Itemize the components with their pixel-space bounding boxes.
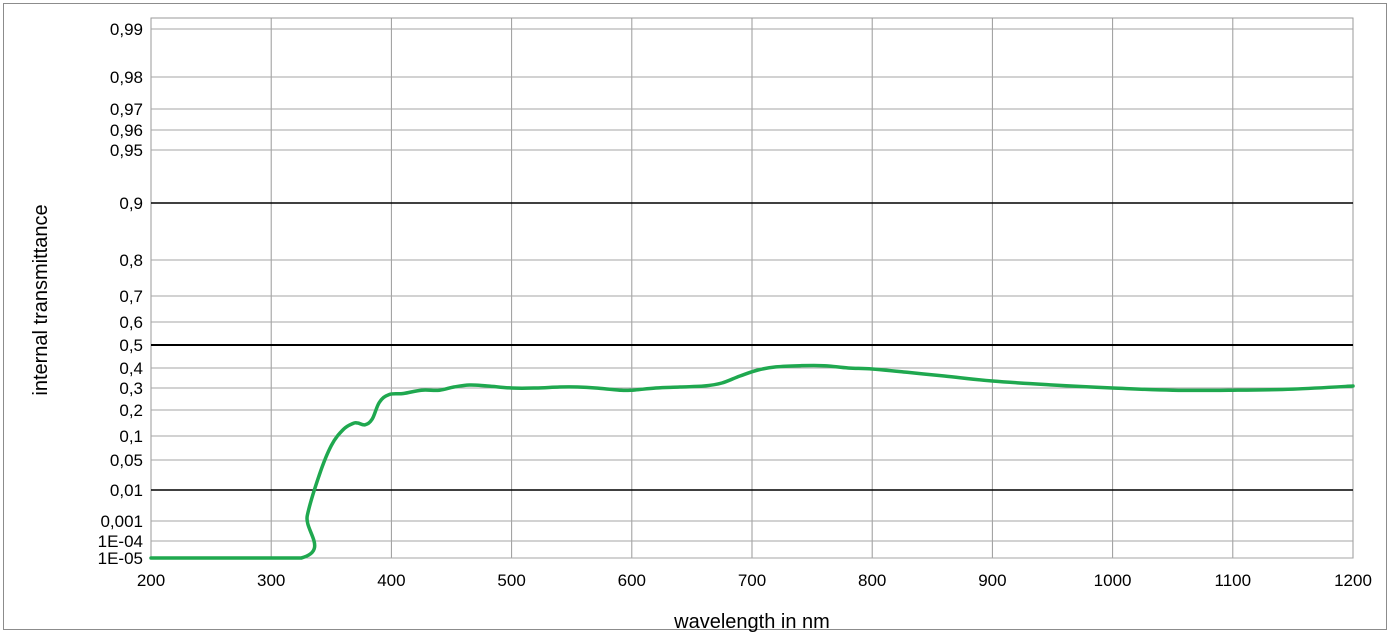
chart-frame xyxy=(3,3,1387,630)
y-tick-label: 0,4 xyxy=(119,359,143,378)
y-tick-label: 0,9 xyxy=(119,194,143,213)
x-tick-label: 1200 xyxy=(1334,571,1372,590)
x-tick-label: 500 xyxy=(497,571,525,590)
grid xyxy=(150,17,1354,559)
x-tick-label: 1100 xyxy=(1215,571,1252,590)
y-tick-label: 0,2 xyxy=(119,401,143,420)
y-tick-label: 0,3 xyxy=(119,379,143,398)
y-tick-label: 0,99 xyxy=(110,20,143,39)
x-tick-label: 300 xyxy=(257,571,285,590)
x-tick-label: 400 xyxy=(377,571,405,590)
x-tick-label: 800 xyxy=(858,571,886,590)
y-tick-label: 0,5 xyxy=(119,336,143,355)
x-tick-label: 200 xyxy=(137,571,165,590)
series-layer xyxy=(149,363,1355,560)
y-tick-label: 0,95 xyxy=(110,141,143,160)
y-tick-label: 0,1 xyxy=(119,427,143,446)
y-tick-label: 0,7 xyxy=(119,287,143,306)
x-axis-title: wavelength in nm xyxy=(673,611,830,632)
x-tick-labels: 200 300 400 500 600 700 800 900 1000 1100 1200 xyxy=(137,571,1372,590)
y-tick-label: 1E-05 xyxy=(98,549,143,568)
x-tick-label: 1000 xyxy=(1094,571,1132,590)
y-tick-label: 0,6 xyxy=(119,313,143,332)
x-tick-label: 600 xyxy=(618,571,646,590)
y-tick-label: 0,98 xyxy=(110,68,143,87)
y-tick-label: 0,01 xyxy=(110,481,143,500)
series-line xyxy=(149,363,1355,560)
y-tick-label: 0,05 xyxy=(110,451,143,470)
y-tick-label: 0,001 xyxy=(100,512,143,531)
y-tick-label: 0,97 xyxy=(110,100,143,119)
x-tick-label: 900 xyxy=(978,571,1006,590)
y-axis-title: internal transmittance xyxy=(30,204,52,395)
y-tick-label: 0,96 xyxy=(110,121,143,140)
y-tick-label: 0,8 xyxy=(119,251,143,270)
x-tick-label: 700 xyxy=(738,571,766,590)
y-tick-label: 1E-04 xyxy=(98,532,143,551)
